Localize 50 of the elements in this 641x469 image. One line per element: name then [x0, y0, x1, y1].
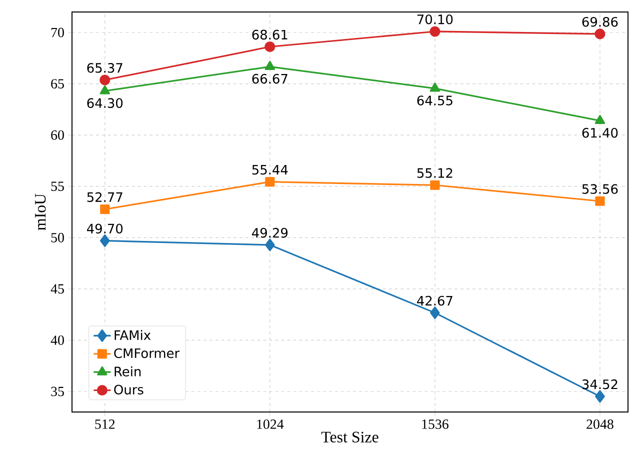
data-label: 68.61	[252, 30, 288, 40]
point	[100, 204, 110, 214]
x-tick-label: 2048	[586, 420, 614, 429]
data-label: 64.30	[87, 98, 123, 108]
x-tick-label: 1024	[257, 420, 284, 429]
data-label: 65.37	[87, 63, 122, 73]
data-label: 55.12	[417, 168, 452, 178]
point	[265, 177, 275, 187]
data-label: 49.29	[252, 228, 288, 238]
data-label: 42.67	[417, 296, 452, 306]
point	[264, 60, 276, 70]
y-tick-label: 40	[50, 335, 64, 345]
point	[264, 238, 275, 252]
y-tick-label: 35	[51, 386, 64, 396]
y-tick-label: 60	[51, 130, 64, 140]
x-tick-label: 512	[95, 420, 115, 429]
y-tick-label: 55	[51, 182, 64, 191]
y-axis-title: mIoU	[35, 194, 46, 230]
y-tick-label: 70	[51, 28, 64, 38]
data-label: 34.52	[582, 379, 618, 390]
data-label: 66.67	[252, 74, 288, 84]
data-label: 69.86	[582, 16, 618, 27]
y-tick-label: 65	[51, 79, 64, 88]
point	[430, 82, 440, 92]
point	[594, 114, 606, 124]
point	[595, 390, 605, 403]
point	[594, 28, 606, 40]
y-tick-label: 50	[51, 232, 64, 242]
legend-label: Ours	[114, 384, 144, 395]
legend-label: CMFormer	[114, 348, 180, 358]
point	[430, 26, 440, 37]
data-label: 55.44	[252, 165, 288, 175]
legend-label: FAMix	[114, 330, 151, 340]
point	[430, 306, 440, 320]
data-label: 61.40	[582, 128, 618, 138]
point	[264, 41, 276, 52]
data-label: 64.55	[417, 96, 452, 106]
data-label: 70.10	[417, 14, 453, 24]
point	[595, 196, 605, 206]
x-tick-label: 1536	[422, 420, 448, 429]
point	[100, 74, 110, 86]
legend-label: Rein	[114, 366, 141, 376]
point	[430, 180, 440, 190]
data-label: 52.77	[87, 192, 122, 202]
data-label: 53.56	[582, 184, 618, 194]
y-tick-label: 45	[50, 284, 64, 294]
data-label: 49.70	[86, 224, 123, 234]
point	[100, 234, 110, 247]
point	[100, 85, 110, 94]
x-axis-title: Test Size	[321, 432, 378, 442]
